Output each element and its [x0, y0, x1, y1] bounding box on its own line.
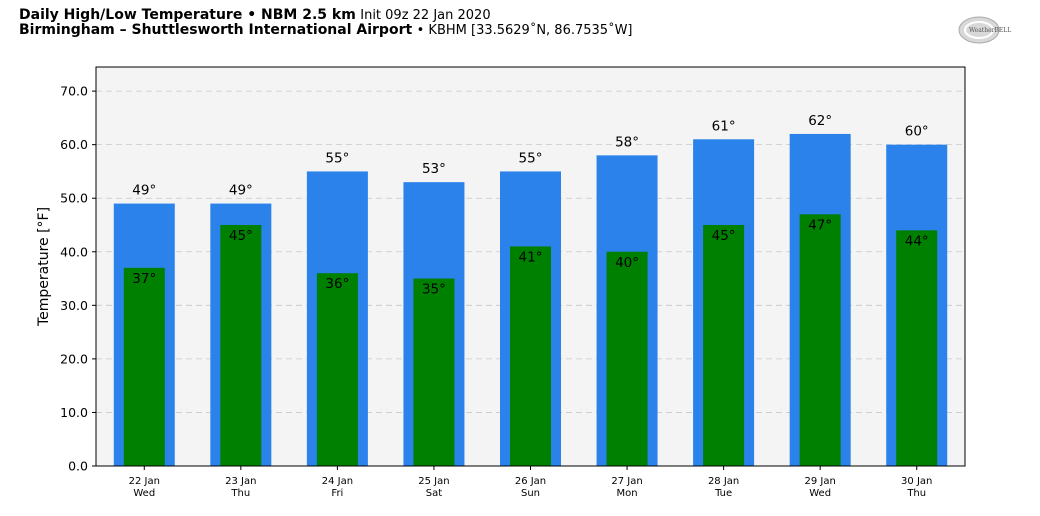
y-tick-label: 40.0: [60, 244, 88, 259]
y-tick-label: 20.0: [60, 351, 88, 366]
high-label: 58°: [615, 134, 639, 150]
init-time: Init 09z 22 Jan 2020: [360, 8, 491, 23]
low-label: 45°: [229, 228, 253, 244]
y-tick-label: 70.0: [60, 84, 88, 99]
x-tick-date: 26 Jan: [515, 476, 546, 487]
low-bar: [896, 230, 938, 466]
low-label: 45°: [712, 228, 736, 244]
low-label: 37°: [132, 271, 156, 287]
header-line-2: Birmingham – Shuttlesworth International…: [19, 22, 633, 39]
x-tick-day: Thu: [230, 488, 250, 499]
x-tick-day: Tue: [714, 488, 732, 499]
low-bar: [703, 224, 745, 466]
station-coords: • KBHM [33.5629˚N, 86.7535˚W]: [416, 23, 633, 38]
y-tick-label: 10.0: [60, 405, 88, 420]
low-label: 35°: [422, 282, 446, 298]
high-label: 55°: [519, 150, 543, 166]
x-tick-date: 22 Jan: [129, 476, 160, 487]
low-bar: [413, 278, 455, 466]
x-tick-date: 27 Jan: [611, 476, 642, 487]
x-tick-day: Fri: [331, 488, 343, 499]
y-tick-label: 0.0: [68, 459, 88, 474]
high-label: 55°: [325, 150, 349, 166]
x-tick-day: Sat: [426, 488, 442, 499]
low-bar: [606, 251, 648, 466]
low-label: 36°: [325, 276, 349, 292]
low-label: 47°: [808, 217, 832, 233]
low-label: 40°: [615, 255, 639, 271]
y-tick-label: 30.0: [60, 298, 88, 313]
low-bar: [799, 214, 841, 466]
high-label: 61°: [712, 118, 736, 134]
high-label: 49°: [229, 183, 253, 199]
data-labels: 49° 37° 49° 45° 55° 36° 53° 35° 55° 41° 58° 40° 61° 4…: [132, 113, 928, 298]
x-tick-day: Thu: [906, 488, 926, 499]
x-tick-date: 30 Jan: [901, 476, 932, 487]
x-tick-date: 29 Jan: [805, 476, 836, 487]
x-tick-date: 24 Jan: [322, 476, 353, 487]
low-bar: [510, 246, 551, 466]
header-line-1: Daily High/Low Temperature • NBM 2.5 km …: [19, 7, 633, 24]
high-label: 53°: [422, 161, 446, 177]
x-tick-date: 25 Jan: [418, 476, 449, 487]
y-axis: 0.0 10.0 20.0 30.0 40.0 50.0 60.0 70.0: [60, 84, 96, 474]
chart-header: Daily High/Low Temperature • NBM 2.5 km …: [19, 7, 633, 39]
weatherbell-logo-icon: WeatherBELL: [958, 16, 1011, 44]
low-bars: [123, 214, 938, 466]
x-tick-day: Wed: [809, 488, 831, 499]
low-label: 44°: [905, 233, 929, 249]
x-tick-day: Mon: [617, 488, 638, 499]
y-axis-label: Temperature [°F]: [36, 207, 52, 327]
high-label: 62°: [808, 113, 832, 129]
product-title: Daily High/Low Temperature • NBM 2.5 km: [19, 7, 356, 23]
x-tick-day: Wed: [133, 488, 155, 499]
y-tick-label: 50.0: [60, 191, 88, 206]
low-label: 41°: [519, 249, 543, 265]
x-tick-day: Sun: [521, 488, 540, 499]
low-bar: [316, 273, 358, 466]
x-tick-date: 23 Jan: [225, 476, 256, 487]
x-tick-date: 28 Jan: [708, 476, 739, 487]
high-label: 60°: [905, 124, 929, 140]
station-name: Birmingham – Shuttlesworth International…: [19, 22, 413, 38]
logo-text: WeatherBELL: [969, 27, 1011, 34]
low-bar: [220, 224, 262, 466]
y-tick-label: 60.0: [60, 137, 88, 152]
low-bar: [123, 267, 165, 466]
high-label: 49°: [132, 183, 156, 199]
